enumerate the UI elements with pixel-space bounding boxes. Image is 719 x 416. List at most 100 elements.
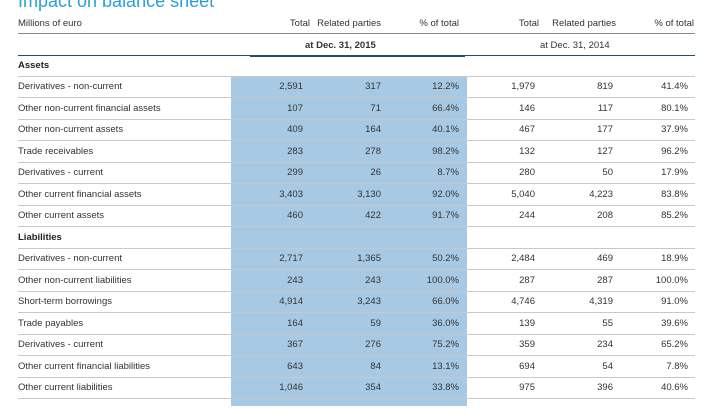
related-2015: 3,130 <box>310 183 388 206</box>
total-2014: 280 <box>466 162 542 184</box>
total-2015: 107 <box>231 97 310 120</box>
related-2015: 1,365 <box>310 248 388 270</box>
total-2015: 2,717 <box>231 248 310 270</box>
related-2014: 208 <box>542 205 620 227</box>
related-2015: 164 <box>310 119 388 141</box>
balance-sheet-table: Assets Derivatives - non-current 2,591 317 1… <box>18 55 695 399</box>
total-2014: 975 <box>466 377 542 399</box>
total-2015: 164 <box>231 312 310 335</box>
total-2014: 1,979 <box>466 76 542 98</box>
pct-2014: 83.8% <box>620 183 695 206</box>
related-2015: 3,243 <box>310 291 388 313</box>
related-2015: 84 <box>310 355 388 378</box>
total-2015: 299 <box>231 162 310 184</box>
col-pct-2015: % of total <box>419 18 459 29</box>
col-total-2014: Total <box>518 18 539 29</box>
total-2015: 367 <box>231 334 310 356</box>
period-2014: at Dec. 31, 2014 <box>540 40 610 51</box>
related-2015: 354 <box>310 377 388 399</box>
row-label: Other current liabilities <box>18 377 231 399</box>
table-row: Other current assets 460 422 91.7% 244 208 85.… <box>18 205 695 227</box>
pct-2014: 100.0% <box>620 269 695 292</box>
pct-2015: 75.2% <box>388 334 466 356</box>
pct-2015: 8.7% <box>388 162 466 184</box>
row-label: Derivatives - non-current <box>18 248 231 270</box>
row-label: Other current financial liabilities <box>18 355 231 378</box>
table-row: Other current financial assets 3,403 3,130… <box>18 183 695 206</box>
pct-2014: 85.2% <box>620 205 695 227</box>
related-2015: 278 <box>310 140 388 163</box>
pct-2014: 40.6% <box>620 377 695 399</box>
pct-2014: 65.2% <box>620 334 695 356</box>
row-label: Derivatives - current <box>18 162 231 184</box>
pct-2014: 18.9% <box>620 248 695 270</box>
pct-2014: 91.0% <box>620 291 695 313</box>
pct-2015: 98.2% <box>388 140 466 163</box>
total-2015: 283 <box>231 140 310 163</box>
total-2015: 3,403 <box>231 183 310 206</box>
related-2014: 54 <box>542 355 620 378</box>
total-2015: 4,914 <box>231 291 310 313</box>
header-rule <box>18 33 695 34</box>
related-2014: 117 <box>542 97 620 120</box>
related-2014: 177 <box>542 119 620 141</box>
related-2015: 422 <box>310 205 388 227</box>
related-2015: 317 <box>310 76 388 98</box>
unit-label: Millions of euro <box>18 18 82 29</box>
table-row: Derivatives - non-current 2,591 317 12.2% 1,… <box>18 76 695 98</box>
pct-2015: 66.4% <box>388 97 466 120</box>
related-2014: 819 <box>542 76 620 98</box>
total-2015: 1,046 <box>231 377 310 399</box>
related-2014: 4,319 <box>542 291 620 313</box>
table-row: Short-term borrowings 4,914 3,243 66.0% 4,74… <box>18 291 695 313</box>
row-label: Other current financial assets <box>18 183 231 206</box>
section-label: Assets <box>18 55 695 77</box>
col-related-2015: Related parties <box>317 18 381 29</box>
total-2014: 146 <box>466 97 542 120</box>
pct-2014: 39.6% <box>620 312 695 335</box>
total-2015: 643 <box>231 355 310 378</box>
pct-2015: 66.0% <box>388 291 466 313</box>
table-row: Other non-current liabilities 243 243 100.0… <box>18 269 695 292</box>
related-2014: 396 <box>542 377 620 399</box>
row-label: Other non-current assets <box>18 119 231 141</box>
related-2014: 55 <box>542 312 620 335</box>
total-2014: 359 <box>466 334 542 356</box>
pct-2015: 36.0% <box>388 312 466 335</box>
col-related-2014: Related parties <box>552 18 616 29</box>
total-2014: 139 <box>466 312 542 335</box>
pct-2014: 96.2% <box>620 140 695 163</box>
related-2014: 469 <box>542 248 620 270</box>
pct-2015: 13.1% <box>388 355 466 378</box>
related-2014: 4,223 <box>542 183 620 206</box>
total-2015: 460 <box>231 205 310 227</box>
related-2015: 243 <box>310 269 388 292</box>
table-row: Derivatives - non-current 2,717 1,365 50.2%… <box>18 248 695 270</box>
period-2015: at Dec. 31, 2015 <box>305 40 376 51</box>
table-row: Derivatives - current 299 26 8.7% 280 50 17.9% <box>18 162 695 184</box>
total-2015: 243 <box>231 269 310 292</box>
related-2014: 127 <box>542 140 620 163</box>
pct-2015: 100.0% <box>388 269 466 292</box>
table-row: Other non-current assets 409 164 40.1% 467 17… <box>18 119 695 141</box>
section-label: Liabilities <box>18 226 695 249</box>
total-2015: 409 <box>231 119 310 141</box>
pct-2014: 37.9% <box>620 119 695 141</box>
col-pct-2014: % of total <box>654 18 694 29</box>
pct-2015: 91.7% <box>388 205 466 227</box>
table-row: Other current financial liabilities 643 84… <box>18 355 695 378</box>
pct-2015: 33.8% <box>388 377 466 399</box>
row-label: Other current assets <box>18 205 231 227</box>
related-2015: 71 <box>310 97 388 120</box>
pct-2014: 17.9% <box>620 162 695 184</box>
table-row: Derivatives - current 367 276 75.2% 359 234 65… <box>18 334 695 356</box>
col-total-2015: Total <box>289 18 310 29</box>
related-2015: 26 <box>310 162 388 184</box>
table-row: Trade payables 164 59 36.0% 139 55 39.6% <box>18 312 695 335</box>
table-row: Other current liabilities 1,046 354 33.8% 97… <box>18 377 695 399</box>
related-2014: 234 <box>542 334 620 356</box>
total-2014: 4,746 <box>466 291 542 313</box>
pct-2014: 7.8% <box>620 355 695 378</box>
row-label: Trade receivables <box>18 140 231 163</box>
row-label: Trade payables <box>18 312 231 335</box>
